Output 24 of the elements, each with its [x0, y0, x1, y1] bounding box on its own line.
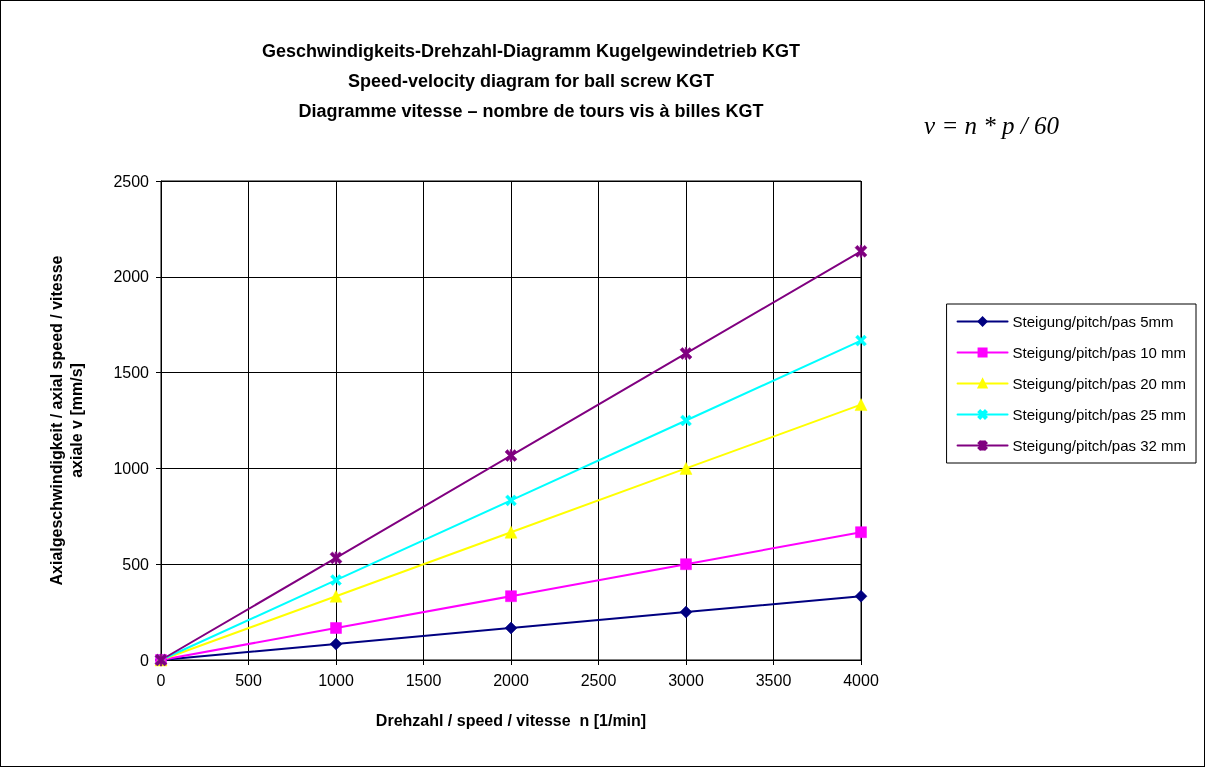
legend-label: Steigung/pitch/pas 32 mm [1012, 437, 1187, 454]
y-axis-title: Axialgeschwindigkeit / axial speed / vitesse axiale v [mm/s] [47, 255, 85, 586]
x-tick-label: 2500 [580, 671, 617, 689]
y-tick-label: 2500 [113, 172, 150, 190]
x-tick-label: 3500 [755, 671, 792, 689]
y-tick-label: 2000 [113, 268, 150, 286]
y-tick-label: 0 [140, 651, 150, 669]
legend-label: Steigung/pitch/pas 5mm [1012, 313, 1174, 330]
y-tick-label: 1500 [113, 364, 150, 382]
text: v = n * p / 60 [924, 112, 1060, 139]
x-tick-label: 2000 [493, 671, 529, 689]
y-tick-label: 500 [122, 555, 150, 573]
x-tick-label: 0 [156, 671, 166, 689]
x-tick-label: 3000 [668, 671, 704, 689]
x-tick-label: 1000 [318, 671, 354, 689]
x-tick-label: 1500 [405, 671, 442, 689]
x-tick-label: 4000 [843, 671, 879, 689]
chart-title: Geschwindigkeits-Drehzahl-Diagramm Kugelgewindetrieb KGT Speed-velocity diagram for ball screw KGT Diagramme vitesse – nombre de tours vis à billes KGT [261, 41, 801, 121]
legend-label: Steigung/pitch/pas 20 mm [1012, 375, 1187, 392]
y-tick-label: 1000 [113, 459, 150, 477]
legend-label: Steigung/pitch/pas 10 mm [1012, 344, 1187, 361]
legend-label: Steigung/pitch/pas 25 mm [1012, 406, 1187, 423]
x-tick-label: 500 [235, 671, 262, 689]
x-axis-title: Drehzahl / speed / vitesse n [1/min] [375, 711, 647, 729]
